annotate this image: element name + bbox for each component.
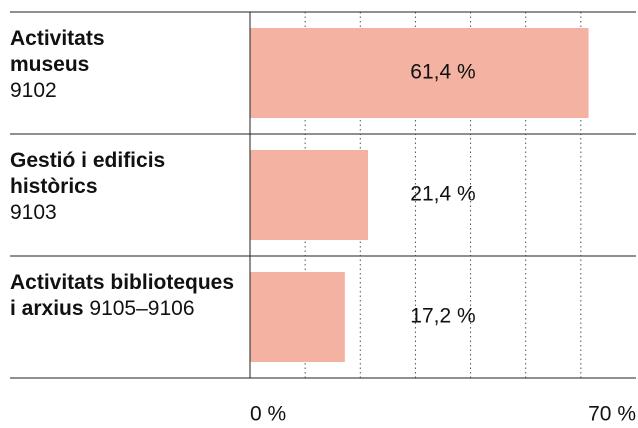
category-name: Activitats biblioteques i arxius <box>10 271 235 320</box>
value-label: 21,4 % <box>410 183 475 206</box>
bar <box>250 150 369 240</box>
bar <box>250 272 345 362</box>
x-tick-label: 0 % <box>250 403 286 426</box>
category-label: Activitats biblioteques i arxius 9105–91… <box>10 270 245 322</box>
category-name: Gestió i edificis històrics <box>10 149 166 198</box>
category-code: 9105–9106 <box>89 297 195 320</box>
category-code: 9102 <box>10 79 57 102</box>
category-label: Gestió i edificis històrics 9103 <box>10 148 230 226</box>
value-label: 17,2 % <box>410 305 475 328</box>
category-code: 9103 <box>10 201 57 224</box>
category-label: Activitats museus 9102 <box>10 26 180 104</box>
x-tick-label: 70 % <box>588 403 636 426</box>
bar <box>250 28 589 118</box>
category-name: Activitats museus <box>10 27 105 76</box>
value-label: 61,4 % <box>410 61 475 84</box>
